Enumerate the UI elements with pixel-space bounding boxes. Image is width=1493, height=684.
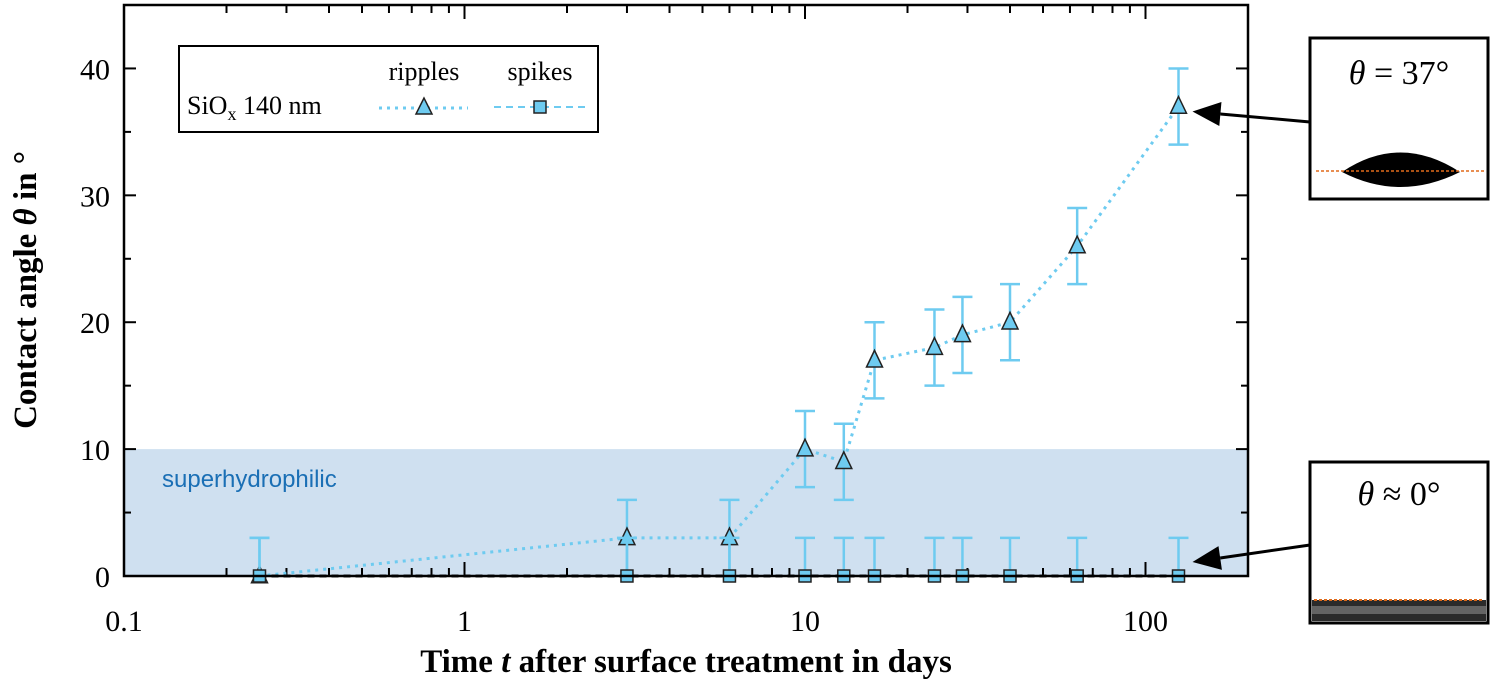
legend-row-rest: 140 nm xyxy=(236,91,321,120)
inset-droplet-value: = 37° xyxy=(1365,55,1449,92)
y-axis-label-var: θ xyxy=(8,208,44,225)
legend-col-spikes: spikes xyxy=(508,57,573,86)
inset-flat-label: θ ≈ 0° xyxy=(1358,476,1441,513)
droplet-shape xyxy=(1342,152,1460,187)
x-axis-label-var: t xyxy=(501,644,511,680)
point-ripples xyxy=(953,323,972,343)
superhydrophilic-label: superhydrophilic xyxy=(162,466,337,493)
inset-droplet: θ = 37° xyxy=(1308,36,1490,201)
y-axis-label-suffix: in ° xyxy=(8,151,44,208)
x-axis-label-suffix: after surface treatment in days xyxy=(510,644,952,680)
plot-frame xyxy=(122,3,1250,578)
legend-marker-ripples xyxy=(414,96,434,115)
y-tick-label: 0 xyxy=(95,561,110,594)
film-texture xyxy=(1312,606,1486,614)
x-tick-label: 1 xyxy=(457,605,472,638)
arrow-to-0-head xyxy=(1192,546,1222,570)
y-tick-label: 10 xyxy=(80,434,110,467)
inset-droplet-var: θ xyxy=(1349,55,1366,92)
inset-flat-film: θ ≈ 0° xyxy=(1308,460,1490,625)
y-axis-label: Contact angle θ in ° xyxy=(8,151,44,429)
legend-box xyxy=(178,45,599,133)
point-ripples xyxy=(925,335,944,356)
arrow-to-0-shaft xyxy=(1219,543,1311,560)
y-tick-label: 40 xyxy=(80,53,110,86)
x-axis-label: Time t after surface treatment in days xyxy=(420,644,952,680)
y-tick-label: 30 xyxy=(80,180,110,213)
point-ripples xyxy=(795,437,815,457)
legend-col-ripples: ripples xyxy=(389,57,460,86)
superhydrophilic-region xyxy=(124,449,1248,576)
legend-marker-spikes xyxy=(533,100,547,114)
point-ripples xyxy=(1169,94,1188,114)
point-ripples xyxy=(865,348,884,368)
inset-droplet-label: θ = 37° xyxy=(1349,55,1449,92)
inset-flat-frame xyxy=(1308,460,1490,625)
point-ripples xyxy=(1000,310,1020,330)
inset-flat-var: θ xyxy=(1358,476,1375,513)
arrow-to-37-shaft xyxy=(1220,112,1311,124)
arrow-to-37 xyxy=(1192,102,1311,126)
x-tick-label: 100 xyxy=(1123,605,1168,638)
point-ripples xyxy=(1067,234,1087,254)
legend-row-main: SiO xyxy=(187,91,227,120)
arrow-to-0 xyxy=(1192,543,1311,570)
inset-flat-value: ≈ 0° xyxy=(1374,476,1440,513)
legend-row-label: SiOx 140 nm xyxy=(187,91,322,124)
x-axis-label-prefix: Time xyxy=(420,644,501,680)
legend-row-sub: x xyxy=(227,104,236,124)
point-ripples xyxy=(834,450,853,470)
y-axis-label-prefix: Contact angle xyxy=(8,225,44,428)
x-tick-label: 0.1 xyxy=(105,605,143,638)
x-tick-label: 10 xyxy=(790,605,820,638)
arrow-to-37-head xyxy=(1192,102,1222,126)
y-tick-label: 20 xyxy=(80,307,110,340)
